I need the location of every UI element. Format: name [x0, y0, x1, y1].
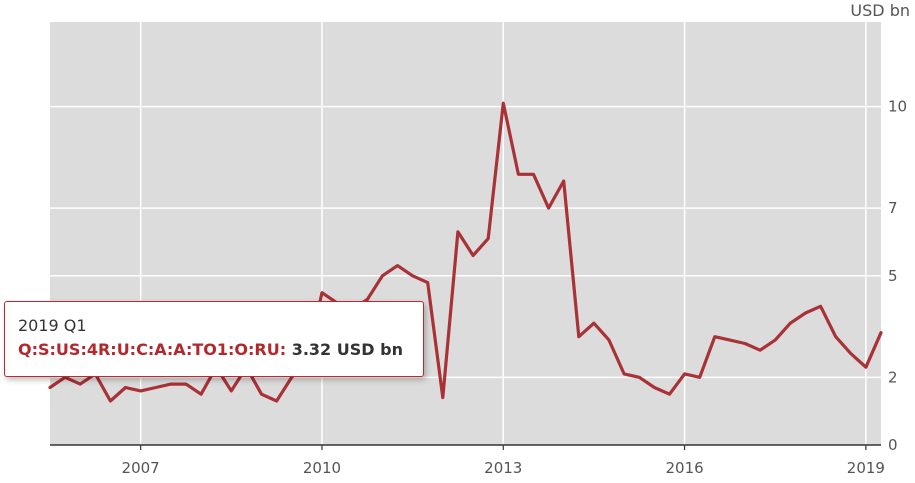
tooltip-value: 3.32 USD bn [291, 340, 403, 359]
tooltip-value-line: Q:S:US:4R:U:C:A:A:TO1:O:RU: 3.32 USD bn [18, 339, 423, 361]
grid-lines [50, 22, 881, 445]
x-tick-label: 2007 [122, 459, 160, 477]
y-tick-label: 2 [888, 368, 898, 386]
tooltip-series-name: Q:S:US:4R:U:C:A:A:TO1:O:RU [18, 340, 280, 359]
y-tick-label: 10 [888, 98, 907, 116]
x-tick-label: 2010 [303, 459, 341, 477]
y-tick-label: 5 [888, 267, 898, 285]
y-tick-label: 0 [888, 436, 898, 454]
data-tooltip: 2019 Q1 Q:S:US:4R:U:C:A:A:TO1:O:RU: 3.32… [4, 301, 424, 377]
x-tick-label: 2019 [847, 459, 885, 477]
x-axis [50, 444, 881, 450]
y-tick-label: 7 [888, 199, 898, 217]
x-tick-label: 2016 [665, 459, 703, 477]
y-axis-unit-label: USD bn [850, 1, 910, 20]
series-line[interactable] [48, 101, 883, 403]
tick-labels: 0 2 5 7 10 2007 2010 2013 2016 2019 [122, 98, 908, 477]
tooltip-period: 2019 Q1 [18, 316, 87, 335]
x-tick-label: 2013 [484, 459, 522, 477]
plot-background [50, 22, 881, 445]
tooltip-separator: : [279, 340, 292, 359]
series-layer [48, 101, 883, 403]
